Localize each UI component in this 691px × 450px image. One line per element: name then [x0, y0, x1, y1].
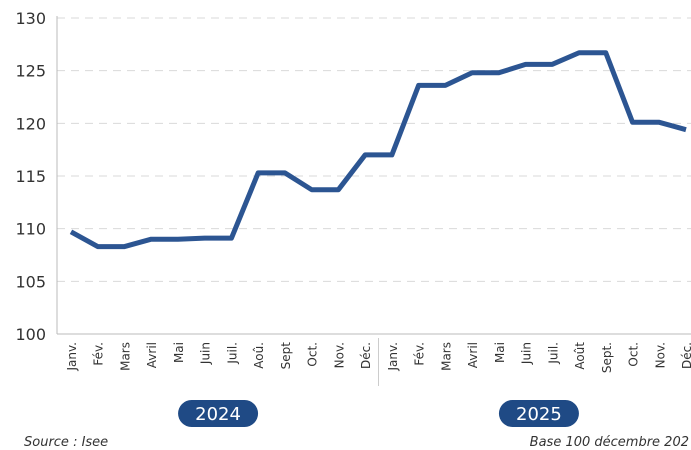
data-line: [69, 50, 687, 250]
x-tick-label: Août: [573, 342, 587, 370]
y-tick-label: 125: [15, 62, 46, 81]
year-pill: [178, 400, 259, 427]
x-tick-label: Juil.: [225, 342, 239, 365]
x-tick-label: Aoû.: [252, 342, 266, 369]
y-tick-label: 100: [15, 325, 46, 344]
year-label: 2025: [516, 404, 562, 425]
x-tick-label: Nov.: [653, 342, 667, 368]
y-tick-label: 115: [15, 167, 46, 186]
x-tick-label: Fév.: [92, 342, 106, 366]
x-tick-label: Mai: [493, 342, 507, 363]
x-tick-label: Avril: [466, 342, 480, 368]
x-tick-label: Janv.: [386, 342, 400, 371]
year-pill: [498, 400, 579, 427]
x-tick-label: Juin: [199, 342, 213, 365]
x-tick-label: Sept.: [600, 342, 614, 373]
y-tick-label: 120: [15, 114, 46, 133]
source: Source : Isee: [24, 435, 108, 450]
x-tick-label: Avril: [145, 342, 159, 368]
y-tick-label: 130: [15, 9, 46, 28]
x-tick-label: Mars: [439, 342, 453, 371]
y-tick-label: 105: [15, 272, 46, 291]
x-tick-label: Déc.: [359, 342, 373, 369]
x-tick-label: Mars: [118, 342, 132, 371]
year-label: 2024: [195, 404, 241, 425]
note: Base 100 décembre 202: [530, 435, 689, 450]
x-tick-label: Sept: [279, 342, 293, 370]
x-tick-label: Oct.: [627, 342, 641, 367]
x-tick-label: Déc.: [680, 342, 691, 369]
x-tick-label: Janv.: [65, 342, 79, 371]
x-tick-label: Juin: [520, 342, 534, 365]
x-tick-label: Juil.: [546, 342, 560, 365]
y-tick-label: 110: [15, 220, 46, 239]
x-tick-label: Nov.: [332, 342, 346, 368]
x-tick-label: Oct.: [306, 342, 320, 367]
x-tick-label: Mai: [172, 342, 186, 363]
x-tick-label: Fév.: [413, 342, 427, 366]
